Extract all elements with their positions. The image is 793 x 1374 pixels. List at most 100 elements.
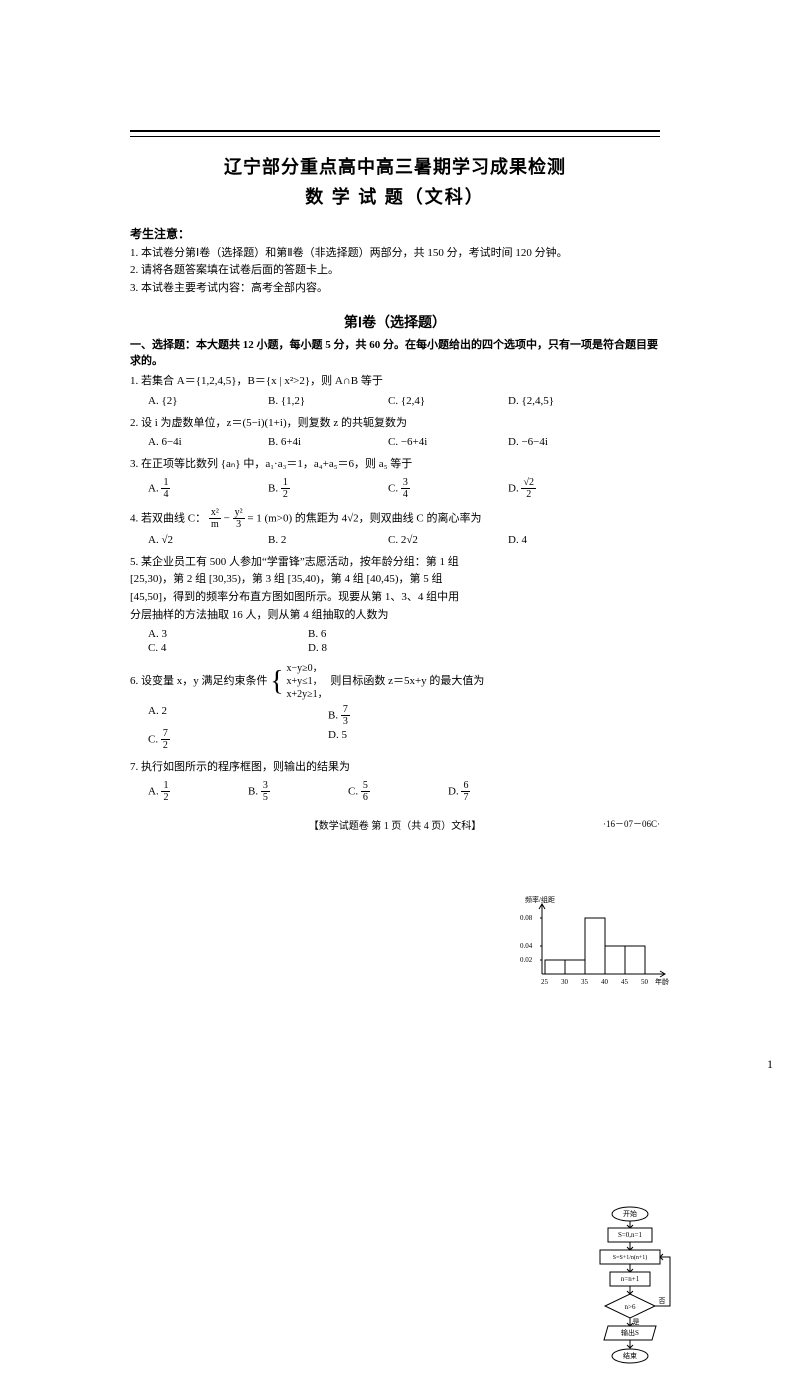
q7-container: 7. 执行如图所示的程序框图，则输出的结果为 A. 12 B. 35 C. 56… (130, 759, 660, 805)
q3-b-frac: 12 (281, 478, 290, 500)
q6-b-pre: B. (328, 710, 341, 722)
q4-options: A. √2 B. 2 C. 2√2 D. 4 (148, 534, 660, 548)
notice-heading: 考生注意： (130, 225, 660, 242)
hist-yt-0: 0.02 (520, 956, 533, 964)
q4-frac2: y²3 (233, 508, 245, 530)
hist-xt-2: 35 (581, 978, 589, 986)
flow-start-label: 开始 (623, 1209, 637, 1218)
hist-xt-1: 30 (561, 978, 569, 986)
q6-c-frac: 72 (161, 729, 170, 751)
q6-opt-c: C. 72 (148, 729, 328, 751)
q1-opt-a: A. {2} (148, 395, 268, 407)
q6-b-frac: 73 (341, 705, 350, 727)
hist-xt-3: 40 (601, 978, 609, 986)
q7-options: A. 12 B. 35 C. 56 D. 67 (148, 781, 660, 805)
hist-xt-4: 45 (621, 978, 629, 986)
q3-opt-c: C. 34 (388, 478, 508, 500)
q7-c-pre: C. (348, 785, 361, 797)
notice-line-3: 3. 本试卷主要考试内容：高考全部内容。 (130, 281, 660, 296)
q5-opt-a: A. 3 (148, 628, 308, 640)
flow-inc-label: n=n+1 (621, 1275, 640, 1283)
q6-brace: { (270, 669, 283, 694)
q7-b-frac: 35 (261, 781, 270, 803)
hist-yt-1: 0.04 (520, 942, 533, 950)
hist-ylabel: 频率/组距 (525, 895, 555, 904)
q3-a-frac: 14 (161, 478, 170, 500)
q6-c-pre: C. (148, 734, 161, 746)
q2-opt-b: B. 6+4i (268, 436, 388, 448)
q5-options: A. 3 B. 6 C. 4 D. 8 (148, 628, 488, 656)
q5-stem: 5. 某企业员工有 500 人参加“学雷锋”志愿活动，按年龄分组：第 1 组 [… (130, 554, 470, 624)
q2-options: A. 6−4i B. 6+4i C. −6+4i D. −6−4i (148, 436, 660, 450)
flow-out-label: 输出S (621, 1328, 639, 1337)
q4-stem: 4. 若双曲线 C： x²m − y²3 = 1 (m>0) 的焦距为 4√2，… (130, 508, 660, 530)
q4-opt-c: C. 2√2 (388, 534, 508, 546)
q3-a-pre: A. (148, 482, 161, 494)
q2-opt-c: C. −6+4i (388, 436, 508, 448)
q2-opt-d: D. −6−4i (508, 436, 628, 448)
footer-code: ·16－07－06C· (603, 817, 660, 830)
q3-options: A. 14 B. 12 C. 34 D. √22 (148, 478, 660, 502)
q5-histogram: 频率/组距 0.02 0.04 0.08 25 3 (510, 894, 670, 989)
q6-sys1: x−y≥0， (286, 663, 322, 674)
q4-opt-d: D. 4 (508, 534, 628, 546)
hist-yt-2: 0.08 (520, 914, 533, 922)
top-rule-heavy (130, 130, 660, 132)
q4-frac1: x²m (209, 508, 221, 530)
q3-c-frac: 34 (401, 478, 410, 500)
q3-opt-a: A. 14 (148, 478, 268, 500)
q5-opt-b: B. 6 (308, 628, 468, 640)
flow-cond-label: n>6 (625, 1303, 636, 1311)
q7-c-frac: 56 (361, 781, 370, 803)
q7-opt-b: B. 35 (248, 781, 348, 803)
flow-init-label: S=0,n=1 (618, 1231, 643, 1239)
flow-acc-label: S=S+1/n(n+1) (613, 1254, 648, 1261)
q1-stem: 1. 若集合 A＝{1,2,4,5}，B＝{x | x²>2}，则 A∩B 等于 (130, 373, 660, 391)
section-1-desc: 一、选择题：本大题共 12 小题，每小题 5 分，共 60 分。在每小题给出的四… (130, 338, 660, 369)
hist-xlabel: 年龄 (655, 977, 669, 986)
q5-opt-c: C. 4 (148, 642, 308, 654)
q5-container: 5. 某企业员工有 500 人参加“学雷锋”志愿活动，按年龄分组：第 1 组 [… (130, 554, 660, 656)
q1-opt-c: C. {2,4} (388, 395, 508, 407)
q7-d-pre: D. (448, 785, 461, 797)
section-1-head: 第Ⅰ卷（选择题） (130, 312, 660, 332)
q4-b: − (224, 512, 233, 524)
q7-opt-c: C. 56 (348, 781, 448, 803)
q7-flowchart: 开始 S=0,n=1 S=S+1/n(n+1) n=n+1 n>6 (580, 1204, 680, 1374)
q6-opt-d: D. 5 (328, 729, 508, 751)
q3-stem: 3. 在正项等比数列 {aₙ} 中，a₁·a₃＝1，a₄+a₅＝6，则 a₅ 等… (130, 456, 660, 474)
q6-sys3: x+2y≥1， (286, 689, 327, 700)
q2-stem: 2. 设 i 为虚数单位，z＝(5−i)(1+i)，则复数 z 的共轭复数为 (130, 415, 660, 433)
hist-xt-0: 25 (541, 978, 549, 986)
content-region: 辽宁部分重点高中高三暑期学习成果检测 数 学 试 题（文科） 考生注意： 1. … (130, 130, 660, 832)
q6-opt-b: B. 73 (328, 705, 508, 727)
q1-options: A. {2} B. {1,2} C. {2,4} D. {2,4,5} (148, 395, 660, 409)
exam-title-line1: 辽宁部分重点高中高三暑期学习成果检测 (130, 153, 660, 179)
q4-opt-a: A. √2 (148, 534, 268, 546)
notice-line-2: 2. 请将各题答案填在试卷后面的答题卡上。 (130, 263, 660, 278)
q7-b-pre: B. (248, 785, 261, 797)
q4-a: 4. 若双曲线 C： (130, 512, 206, 524)
hist-bar-0 (545, 960, 565, 974)
q3-opt-d: D. √22 (508, 478, 628, 500)
q2-opt-a: A. 6−4i (148, 436, 268, 448)
q3-opt-b: B. 12 (268, 478, 388, 500)
q7-stem: 7. 执行如图所示的程序框图，则输出的结果为 (130, 759, 660, 777)
q3-c-pre: C. (388, 482, 401, 494)
q5-opt-d: D. 8 (308, 642, 468, 654)
page-number: 1 (767, 1057, 773, 1072)
notice-line-1: 1. 本试卷分第Ⅰ卷（选择题）和第Ⅱ卷（非选择题）两部分，共 150 分，考试时… (130, 246, 660, 261)
flow-yes-label: 是 (633, 1318, 640, 1326)
exam-page: 辽宁部分重点高中高三暑期学习成果检测 数 学 试 题（文科） 考生注意： 1. … (0, 0, 793, 1122)
exam-title-line2: 数 学 试 题（文科） (130, 183, 660, 209)
q7-a-frac: 12 (161, 781, 170, 803)
q7-opt-d: D. 67 (448, 781, 548, 803)
hist-bar-3 (605, 946, 625, 974)
q3-d-pre: D. (508, 482, 521, 494)
q6-b: 则目标函数 z＝5x+y 的最大值为 (330, 675, 484, 687)
flow-end-label: 结束 (623, 1351, 637, 1360)
hist-bar-1 (565, 960, 585, 974)
q1-opt-d: D. {2,4,5} (508, 395, 628, 407)
q6-system: x−y≥0， x+y≤1， x+2y≥1， (286, 662, 327, 701)
q6-sys2: x+y≤1， (286, 676, 322, 687)
